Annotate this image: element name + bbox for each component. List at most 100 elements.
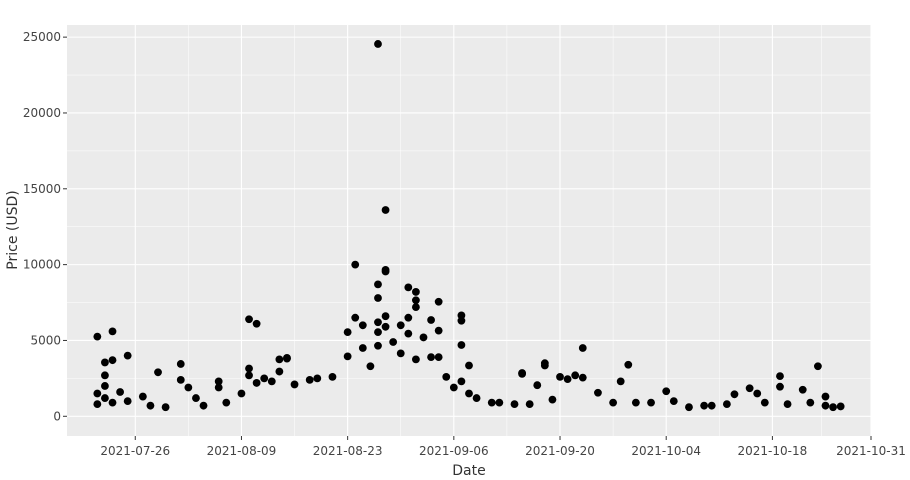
data-point [412, 303, 420, 311]
data-point [624, 360, 633, 369]
data-point [578, 373, 587, 382]
data-point [351, 260, 360, 269]
data-point [214, 377, 223, 386]
data-point [836, 402, 845, 411]
data-point [730, 390, 739, 399]
data-point [806, 398, 815, 407]
x-tick-label: 2021-10-04 [631, 444, 701, 458]
data-point [374, 40, 382, 48]
x-tick-label: 2021-08-09 [207, 444, 277, 458]
data-point [101, 358, 109, 367]
data-point [116, 388, 124, 396]
y-axis-title: Price (USD) [5, 190, 21, 269]
data-point [123, 351, 132, 360]
x-tick-label: 2021-10-31 [836, 444, 906, 458]
data-point [358, 321, 367, 330]
data-point [404, 329, 413, 338]
data-point [457, 341, 466, 349]
grid-lines [67, 25, 872, 436]
data-point [351, 313, 360, 322]
data-point [594, 388, 602, 397]
y-tick-label: 10000 [23, 258, 61, 272]
data-point [449, 383, 458, 392]
data-point [146, 401, 155, 410]
data-point [343, 328, 352, 337]
data-points [93, 40, 845, 412]
data-point [396, 349, 405, 358]
data-point [192, 394, 200, 402]
data-point [563, 375, 572, 384]
data-point [275, 355, 284, 364]
data-point [176, 375, 185, 384]
data-point [374, 341, 382, 350]
data-point [829, 403, 837, 412]
data-point [776, 382, 784, 391]
plot-background [67, 25, 871, 436]
data-point [374, 280, 382, 289]
data-point [722, 400, 731, 409]
data-point [290, 380, 299, 389]
data-point [427, 316, 435, 324]
data-point [525, 400, 534, 409]
data-point [556, 372, 564, 381]
data-point [578, 344, 587, 352]
data-point [108, 398, 117, 407]
y-tick-label: 15000 [23, 182, 61, 196]
data-point [571, 371, 580, 380]
data-point [161, 403, 170, 412]
data-point [631, 398, 640, 407]
data-point [776, 372, 784, 380]
x-tick-label: 2021-09-06 [419, 444, 489, 458]
data-point [798, 385, 807, 394]
data-point [305, 375, 314, 384]
data-point [252, 319, 261, 328]
data-point [93, 332, 102, 341]
data-point [358, 344, 367, 352]
x-tick-label: 2021-10-18 [738, 444, 808, 458]
data-point [457, 377, 466, 386]
data-point [412, 355, 420, 364]
data-point [343, 352, 352, 361]
data-point [245, 371, 253, 380]
data-point [101, 382, 109, 390]
data-point [381, 267, 390, 276]
data-point [685, 403, 693, 412]
data-point [176, 360, 185, 368]
data-point [328, 372, 337, 381]
data-point [533, 381, 542, 390]
data-point [404, 313, 413, 322]
y-tick-label: 20000 [23, 106, 61, 120]
data-point [427, 353, 435, 362]
x-tick-label: 2021-08-23 [313, 444, 383, 458]
data-point [609, 398, 618, 407]
data-point [760, 398, 769, 407]
data-point [465, 389, 473, 398]
y-tick-label: 5000 [30, 333, 61, 347]
data-point [108, 327, 117, 336]
data-point [434, 353, 443, 362]
y-tick-label: 25000 [23, 30, 61, 44]
data-point [669, 397, 678, 406]
data-point [237, 389, 246, 398]
y-tick-label: 0 [53, 409, 61, 423]
data-point [381, 312, 390, 321]
data-point [412, 288, 420, 296]
data-point [404, 283, 413, 292]
y-tick-labels: 0 5000 10000 15000 20000 25000 [23, 30, 61, 423]
data-point [442, 372, 451, 381]
data-point [222, 398, 231, 407]
data-point [434, 297, 443, 306]
data-point [707, 401, 716, 410]
data-point [374, 328, 382, 337]
data-point [93, 400, 102, 409]
data-point [245, 364, 253, 373]
data-point [487, 398, 496, 407]
data-point [214, 383, 223, 392]
data-point [267, 377, 276, 386]
data-point [753, 389, 762, 398]
data-point [389, 338, 398, 346]
data-point [101, 371, 109, 380]
data-point [374, 318, 382, 327]
data-point [101, 394, 109, 402]
